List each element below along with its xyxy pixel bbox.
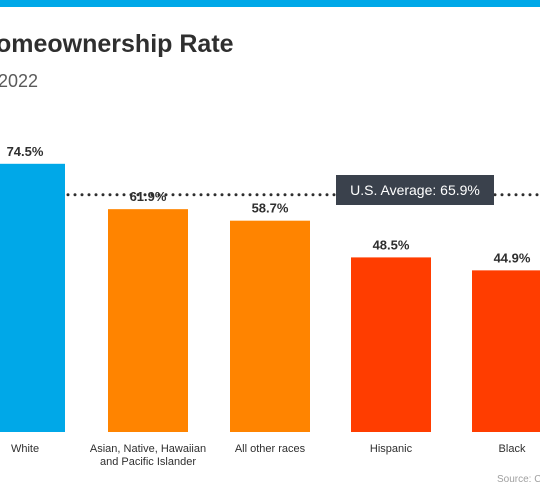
bar bbox=[0, 163, 65, 433]
bar bbox=[472, 270, 540, 432]
top-accent-bar bbox=[0, 0, 540, 7]
bar-value-label: 61.9% bbox=[130, 189, 167, 204]
category-label: White bbox=[11, 443, 39, 455]
chart-title: omeownership Rate bbox=[0, 30, 234, 58]
us-average-badge: U.S. Average: 65.9% bbox=[336, 175, 494, 205]
source-note: Source: C bbox=[497, 474, 540, 485]
bar-value-label: 44.9% bbox=[494, 250, 531, 265]
category-label: Hispanic bbox=[370, 443, 413, 455]
bar-value-label: 48.5% bbox=[373, 237, 410, 252]
category-label: Black bbox=[499, 443, 526, 455]
bar-value-label: 74.5% bbox=[7, 144, 44, 159]
bar bbox=[230, 220, 310, 432]
category-label: All other races bbox=[235, 443, 306, 455]
bar-value-label: 58.7% bbox=[252, 201, 289, 216]
category-label: Asian, Native, Hawaiian and Pacific Islan… bbox=[90, 443, 206, 468]
chart-subtitle: 2022 bbox=[0, 71, 39, 91]
bar bbox=[351, 257, 431, 432]
bar bbox=[108, 209, 188, 432]
